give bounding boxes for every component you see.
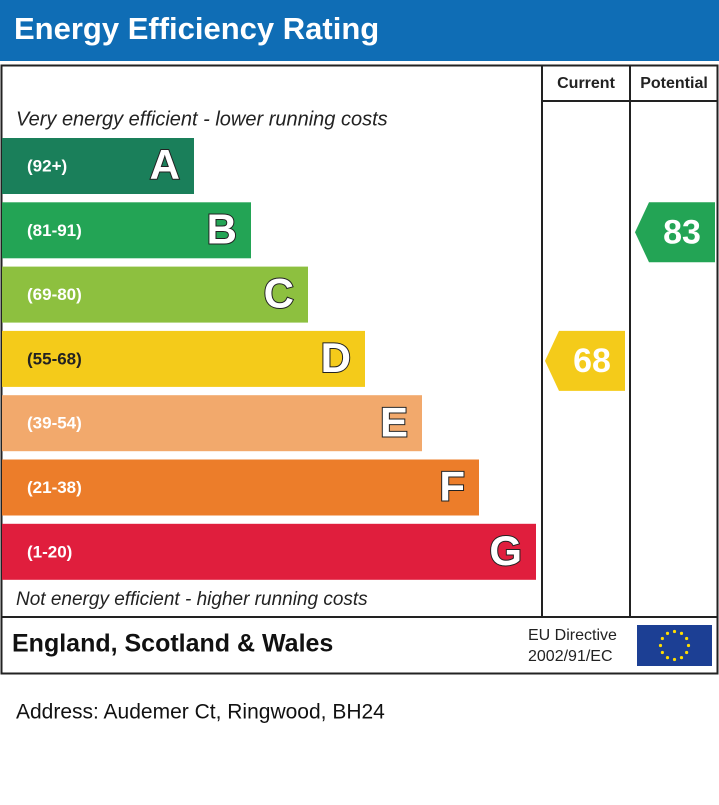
star: [686, 643, 691, 648]
band-letter: B: [207, 205, 237, 252]
address: Address: Audemer Ct, Ringwood, BH24: [16, 701, 385, 724]
frame: [0, 64, 719, 675]
band: [2, 395, 422, 452]
band-letter: G: [489, 527, 522, 574]
band-letter: F: [439, 463, 465, 510]
band: [2, 138, 194, 194]
region: England, Scotland & Wales: [12, 630, 333, 658]
band-range: (92+): [27, 156, 67, 175]
band-range: (55-68): [27, 349, 82, 368]
band: [2, 266, 308, 323]
star: [665, 656, 670, 660]
band-letter: E: [380, 398, 408, 445]
band: [2, 523, 536, 580]
star: [672, 657, 677, 662]
header-bar: [0, 0, 719, 61]
current-value: 68: [573, 342, 611, 380]
band-letter: D: [321, 334, 351, 381]
band-range: (81-91): [27, 221, 82, 240]
band-range: (21-38): [27, 478, 82, 497]
column-header: Potential: [640, 75, 708, 92]
star: [672, 629, 677, 634]
star: [679, 656, 684, 660]
eu-flag: [637, 625, 712, 666]
band: [2, 459, 479, 516]
star: [679, 631, 684, 635]
directive: 2002/91/EC: [528, 648, 613, 665]
band-range: (39-54): [27, 414, 82, 433]
current-arrow: [545, 330, 625, 391]
star: [685, 650, 689, 655]
top-note: Very energy efficient - lower running co…: [16, 108, 388, 130]
band: [2, 330, 365, 387]
band-letter: C: [264, 270, 294, 317]
band-range: (69-80): [27, 285, 82, 304]
directive: EU Directive: [528, 627, 617, 644]
band: [2, 202, 251, 259]
band-letter: A: [150, 141, 180, 188]
star: [685, 636, 689, 641]
star: [660, 650, 664, 655]
title: Energy Efficiency Rating: [14, 11, 379, 46]
band-range: (1-20): [27, 542, 72, 561]
star: [665, 631, 670, 635]
potential-arrow: [635, 202, 715, 263]
column-header: Current: [557, 75, 615, 92]
potential-value: 83: [663, 213, 701, 251]
star: [658, 643, 663, 648]
bottom-note: Not energy efficient - higher running co…: [16, 589, 368, 610]
star: [660, 636, 664, 641]
